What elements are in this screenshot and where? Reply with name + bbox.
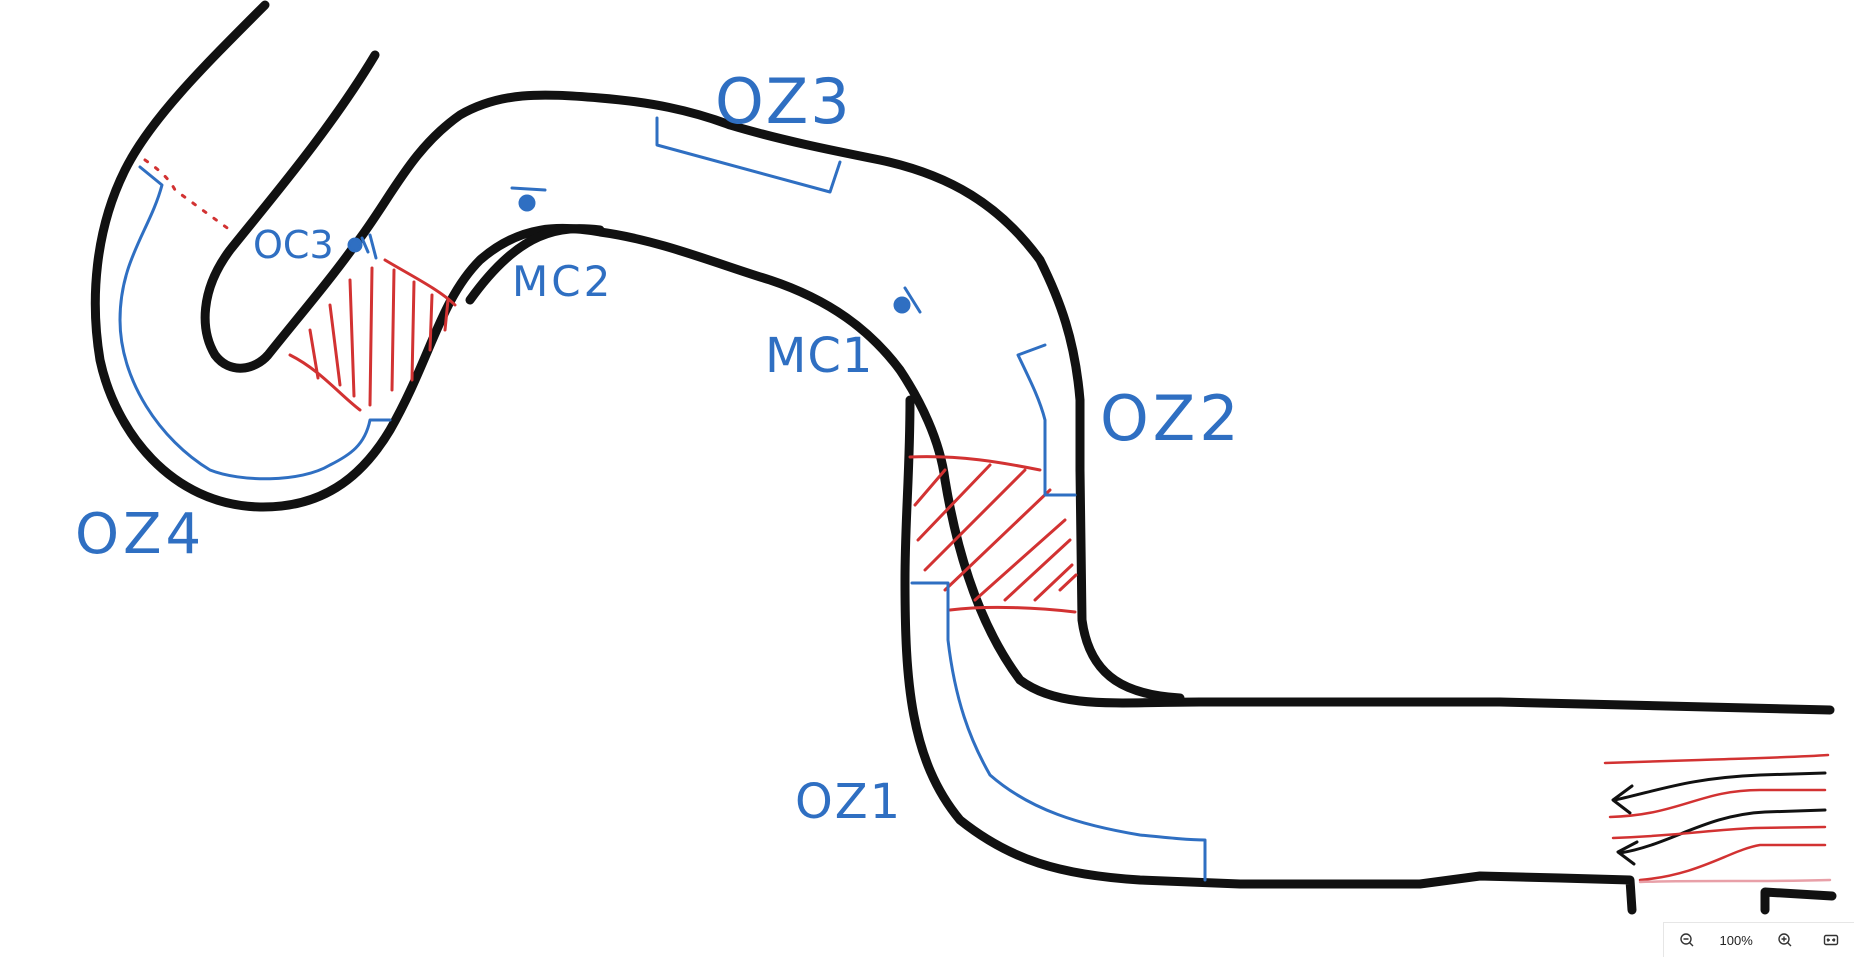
label-mc1: MC1	[765, 328, 873, 384]
marker-oc3-ticks	[360, 233, 378, 260]
fit-width-icon	[1823, 934, 1839, 946]
zone-outlines	[118, 116, 1207, 882]
marker-mc2-bar	[510, 186, 547, 192]
zoom-level: 100%	[1719, 932, 1753, 948]
right-stub-wall	[1760, 887, 1837, 915]
inner-wall	[200, 50, 1085, 475]
flow-line-black-1	[1613, 771, 1827, 802]
red-dotted-line	[143, 158, 232, 232]
marker-mc1-dot	[893, 296, 911, 314]
marker-oc3-dot	[347, 237, 363, 253]
zoom-toolbar: 100%	[1663, 922, 1854, 957]
lower-left-wall	[900, 395, 1637, 915]
label-oz1: OZ1	[795, 774, 902, 830]
label-oz4: OZ4	[75, 502, 205, 567]
zoom-out-button[interactable]	[1674, 927, 1700, 953]
outer-wall	[90, 0, 1835, 715]
flow-line-red-4	[1638, 843, 1827, 882]
flow-arrow-head-2	[1616, 840, 1639, 866]
flow-line-red-1	[1603, 753, 1830, 765]
flow-line-red-3	[1611, 825, 1827, 840]
label-oz2: OZ2	[1100, 382, 1243, 455]
flow-line-red-2	[1608, 788, 1827, 819]
upper-right-wall	[1075, 465, 1185, 703]
flow-arrow-head-1	[1611, 784, 1634, 815]
inlet-flow	[1603, 753, 1832, 884]
flow-line-black-2	[1618, 808, 1827, 855]
oz3-outline	[655, 116, 842, 194]
oz1-outline	[910, 581, 1207, 882]
label-oc3: OC3	[253, 223, 334, 267]
label-oz3: OZ3	[715, 65, 852, 138]
zoom-out-icon	[1680, 933, 1694, 947]
channel-walls	[90, 0, 1837, 915]
oz2-outline	[1016, 343, 1077, 497]
mc1-wall	[465, 224, 605, 305]
flow-line-light	[1638, 878, 1832, 884]
hatch-region-left	[288, 258, 457, 412]
fit-width-button[interactable]	[1818, 927, 1844, 953]
marker-mc1-tick	[903, 286, 922, 314]
zoom-in-button[interactable]	[1772, 927, 1798, 953]
hatch-region-center	[908, 455, 1078, 614]
label-mc2: MC2	[512, 257, 613, 306]
markers	[347, 186, 922, 314]
zoom-in-icon	[1778, 933, 1792, 947]
oz4-outline	[118, 165, 392, 481]
marker-mc2-dot	[518, 194, 536, 212]
